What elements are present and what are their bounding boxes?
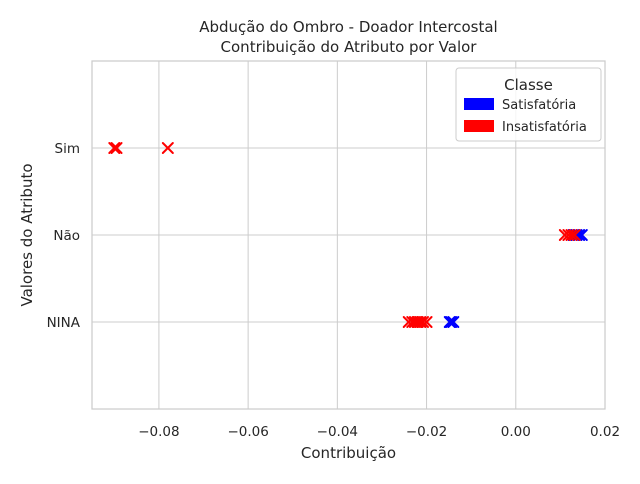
y-tick-label: Não [53, 228, 80, 244]
x-tick-label: 0.02 [590, 424, 620, 440]
data-point-marker [565, 229, 578, 241]
legend-swatch-satisfatoria [464, 98, 494, 110]
x-tick-labels: −0.08 −0.06 −0.04 −0.02 0.00 0.02 [138, 424, 620, 440]
y-tick-label: NINA [47, 315, 81, 331]
legend-label-insatisfatoria: Insatisfatória [502, 120, 587, 135]
data-point-marker [110, 142, 123, 154]
x-tick-label: −0.02 [406, 424, 447, 440]
legend: Classe Satisfatória Insatisfatória [455, 67, 602, 142]
legend-title: Classe [504, 76, 553, 94]
y-tick-labels: Sim Não NINA [47, 141, 81, 331]
data-point-marker [568, 229, 581, 241]
x-tick-label: −0.04 [317, 424, 358, 440]
chart-title-line1: Abdução do Ombro - Doador Intercostal [199, 18, 497, 36]
data-point-marker [161, 142, 174, 154]
plot-frame [91, 60, 606, 410]
chart-title-line2: Contribuição do Atributo por Valor [221, 38, 478, 56]
data-markers [108, 142, 588, 328]
data-point-marker [416, 316, 429, 328]
data-point-marker [420, 316, 433, 328]
legend-swatch-insatisfatoria [464, 120, 494, 132]
legend-label-satisfatoria: Satisfatória [502, 98, 576, 113]
x-tick-label: −0.08 [138, 424, 179, 440]
data-point-marker [447, 316, 460, 328]
y-tick-label: Sim [55, 141, 80, 157]
data-point-marker [108, 142, 121, 154]
x-tick-label: −0.06 [227, 424, 268, 440]
x-tick-label: 0.00 [501, 424, 531, 440]
y-axis-label: Valores do Atributo [18, 163, 36, 306]
x-axis-label: Contribuição [301, 444, 396, 462]
data-point-marker [443, 316, 456, 328]
